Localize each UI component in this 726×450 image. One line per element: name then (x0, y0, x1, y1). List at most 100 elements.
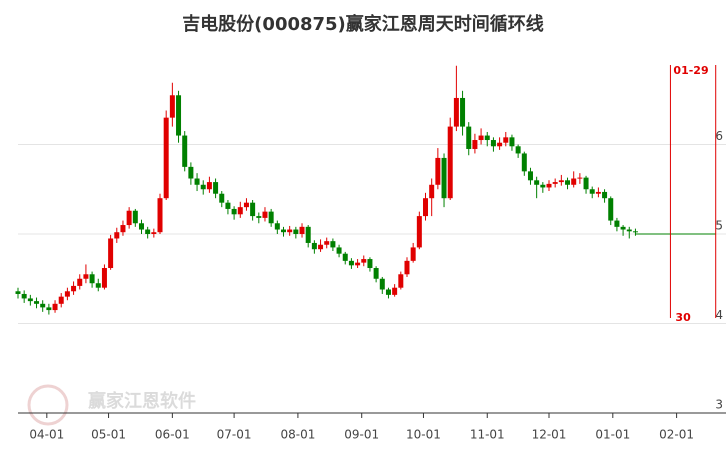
candle-body (200, 184, 206, 190)
candle-body (453, 97, 459, 127)
candle-body (27, 298, 33, 302)
candle-body (589, 189, 595, 194)
watermark-logo (27, 384, 69, 426)
candle-body (176, 95, 182, 136)
candle-body (318, 244, 324, 250)
candle-body (330, 241, 336, 248)
x-tick-label: 09-01 (344, 428, 379, 442)
candle-body (114, 232, 120, 239)
candle-body (34, 301, 40, 304)
candle-body (15, 291, 21, 294)
candle-body (145, 229, 151, 234)
candle-body (614, 220, 620, 227)
candle-body (620, 226, 626, 230)
candle-body (484, 135, 490, 141)
candle-body (373, 268, 379, 279)
candle-body (447, 126, 453, 199)
candle-body (262, 211, 268, 218)
candle-body (410, 247, 416, 261)
candle-body (583, 177, 589, 190)
candle-body (435, 157, 441, 185)
candle-body (293, 229, 299, 234)
candle-body (132, 210, 138, 224)
candle-body (398, 274, 404, 288)
watermark-text: 赢家江恩软件 (88, 390, 196, 412)
candle-body (305, 226, 311, 243)
candle-body (250, 202, 256, 217)
candle-body (101, 268, 107, 288)
x-tick-label: 06-01 (155, 428, 190, 442)
candle-body (552, 182, 558, 184)
candle-body (423, 198, 429, 217)
candle-body (243, 202, 249, 208)
candle-body (534, 180, 540, 185)
candle-body (608, 198, 614, 221)
cycle-count-label: 30 (675, 311, 691, 324)
candle-body (404, 260, 410, 275)
candle-body (58, 296, 64, 304)
candle-body (416, 216, 422, 248)
y-tick-label: 6 (715, 129, 723, 143)
candle-body (571, 178, 577, 185)
candle-body (558, 180, 564, 183)
candle-body (83, 274, 89, 279)
candle-body (632, 231, 638, 233)
candle-body (392, 287, 398, 295)
x-tick-label: 04-01 (29, 428, 64, 442)
candle-body (527, 171, 533, 181)
candle-body (231, 208, 237, 215)
x-tick-label: 08-01 (280, 428, 315, 442)
candle-body (157, 198, 163, 233)
x-tick-label: 11-01 (470, 428, 505, 442)
candle-body (151, 232, 157, 234)
candle-body (194, 178, 200, 185)
candle-body (441, 157, 447, 199)
candle-body (126, 210, 132, 226)
y-tick-label: 4 (715, 308, 723, 322)
candle-body (336, 247, 342, 254)
candle-body (213, 182, 219, 194)
x-tick-label: 02-01 (659, 428, 694, 442)
candle-body (515, 146, 521, 154)
candle-body (595, 191, 601, 194)
candle-body (342, 253, 348, 261)
candle-body (466, 126, 472, 149)
candle-body (219, 193, 225, 203)
candle-body (626, 229, 632, 232)
candle-body (565, 180, 571, 185)
candle-body (256, 216, 262, 218)
candle-body (237, 207, 243, 215)
candle-body (490, 140, 496, 147)
candle-body (182, 135, 188, 167)
candle-body (77, 278, 83, 286)
y-tick-label: 3 (715, 398, 723, 412)
candle-body (40, 303, 46, 308)
candle-body (324, 241, 330, 245)
candle-body (274, 223, 280, 230)
candle-body (95, 283, 101, 288)
candle-body (472, 140, 478, 149)
candle-body (429, 184, 435, 199)
candle-body (497, 142, 503, 147)
chart-title: 吉电股份(000875)赢家江恩周天时间循环线 (182, 13, 544, 35)
candle-body (367, 259, 373, 269)
candle-body (355, 262, 361, 266)
candle-body (379, 278, 385, 290)
candle-body (287, 229, 293, 233)
candle-body (268, 211, 274, 224)
x-tick-label: 01-01 (595, 428, 630, 442)
candle-body (385, 289, 391, 295)
candle-body (503, 137, 509, 143)
candle-body (206, 182, 212, 190)
candle-body (138, 223, 144, 230)
candle-body (521, 153, 527, 172)
candle-body (509, 137, 515, 147)
candle-body (348, 260, 354, 266)
candle-body (546, 183, 552, 188)
candle-body (225, 202, 231, 209)
candle-body (169, 95, 175, 118)
candle-body (71, 285, 77, 292)
candle-body (460, 97, 466, 127)
candle-body (361, 259, 367, 263)
